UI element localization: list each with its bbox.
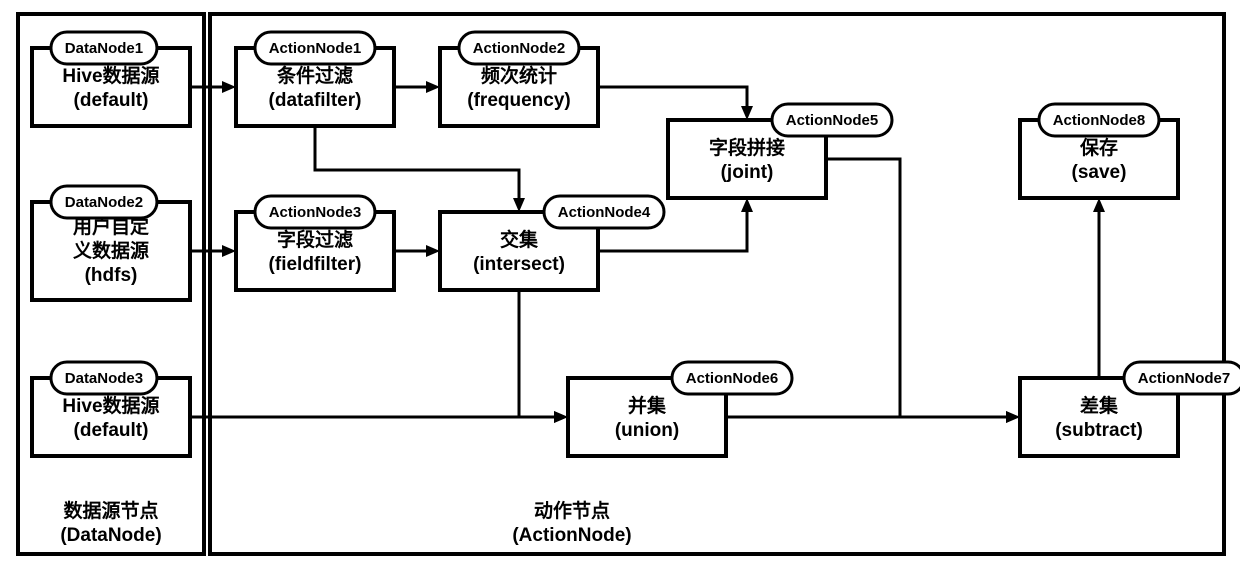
node-an6: ActionNode6 并集 (union): [568, 362, 792, 456]
svg-text:ActionNode1: ActionNode1: [269, 40, 362, 57]
svg-text:(ActionNode): (ActionNode): [512, 525, 631, 546]
svg-text:(union): (union): [615, 420, 679, 441]
svg-text:ActionNode6: ActionNode6: [686, 370, 779, 387]
svg-text:(joint): (joint): [721, 162, 774, 183]
svg-text:ActionNode4: ActionNode4: [558, 204, 651, 221]
svg-text:频次统计: 频次统计: [481, 64, 557, 87]
node-dn1: DataNode1 Hive数据源 (default): [32, 32, 190, 126]
svg-text:用户自定: 用户自定: [73, 215, 149, 238]
svg-text:ActionNode8: ActionNode8: [1053, 112, 1146, 129]
svg-text:(hdfs): (hdfs): [85, 265, 138, 286]
node-an3: ActionNode3 字段过滤 (fieldfilter): [236, 196, 394, 290]
svg-text:(fieldfilter): (fieldfilter): [269, 254, 362, 275]
svg-text:字段拼接: 字段拼接: [709, 136, 785, 159]
svg-text:DataNode1: DataNode1: [65, 40, 143, 57]
diagram-svg: DataNode1 Hive数据源 (default) DataNode2 用户自定义数…: [0, 0, 1240, 566]
svg-text:ActionNode5: ActionNode5: [786, 112, 879, 129]
svg-text:义数据源: 义数据源: [73, 239, 149, 262]
diagram-canvas: DataNode1 Hive数据源 (default) DataNode2 用户自定义数…: [0, 0, 1240, 566]
svg-text:数据源节点: 数据源节点: [63, 499, 158, 522]
svg-text:Hive数据源: Hive数据源: [62, 394, 159, 417]
svg-text:DataNode3: DataNode3: [65, 370, 143, 387]
svg-text:(datafilter): (datafilter): [269, 90, 362, 111]
svg-text:条件过滤: 条件过滤: [277, 64, 353, 87]
node-an1: ActionNode1 条件过滤 (datafilter): [236, 32, 394, 126]
svg-text:保存: 保存: [1079, 136, 1118, 159]
svg-text:ActionNode7: ActionNode7: [1138, 370, 1231, 387]
svg-text:并集: 并集: [628, 394, 667, 417]
svg-text:动作节点: 动作节点: [534, 499, 610, 522]
node-an4: ActionNode4 交集 (intersect): [440, 196, 664, 290]
node-an7: ActionNode7 差集 (subtract): [1020, 362, 1240, 456]
node-an2: ActionNode2 频次统计 (frequency): [440, 32, 598, 126]
svg-text:(intersect): (intersect): [473, 254, 565, 275]
svg-text:字段过滤: 字段过滤: [277, 228, 353, 251]
svg-text:(save): (save): [1072, 162, 1127, 183]
svg-text:ActionNode2: ActionNode2: [473, 40, 566, 57]
svg-text:差集: 差集: [1080, 394, 1119, 417]
svg-text:(default): (default): [74, 420, 149, 441]
svg-text:ActionNode3: ActionNode3: [269, 204, 362, 221]
node-an8: ActionNode8 保存 (save): [1020, 104, 1178, 198]
node-an5: ActionNode5字段拼接 (joint): [668, 104, 892, 198]
svg-text:(frequency): (frequency): [467, 90, 570, 111]
svg-text:Hive数据源: Hive数据源: [62, 64, 159, 87]
svg-text:(subtract): (subtract): [1055, 420, 1143, 441]
node-dn2: DataNode2 用户自定义数据源 (hdfs): [32, 186, 190, 300]
node-dn3: DataNode3 Hive数据源 (default): [32, 362, 190, 456]
svg-text:(default): (default): [74, 90, 149, 111]
svg-text:(DataNode): (DataNode): [60, 525, 161, 546]
svg-text:DataNode2: DataNode2: [65, 194, 143, 211]
svg-text:交集: 交集: [500, 228, 539, 251]
